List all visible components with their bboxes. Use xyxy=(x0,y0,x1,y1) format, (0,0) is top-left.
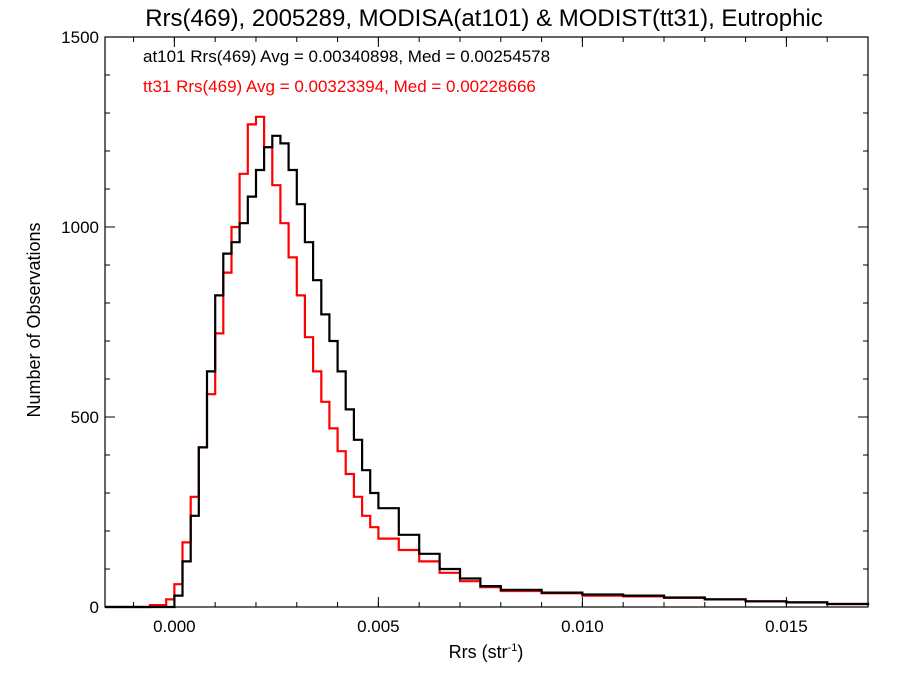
y-axis-label: Number of Observations xyxy=(24,222,44,417)
x-tick-label: 0.010 xyxy=(561,617,604,636)
y-tick-label: 0 xyxy=(90,598,99,617)
x-tick-label: 0.015 xyxy=(765,617,808,636)
y-tick-label: 500 xyxy=(71,408,99,427)
x-axis-label-close: ) xyxy=(517,642,523,662)
legend-at101: at101 Rrs(469) Avg = 0.00340898, Med = 0… xyxy=(143,47,550,66)
chart-title: Rrs(469), 2005289, MODISA(at101) & MODIS… xyxy=(145,5,823,32)
x-axis-label: Rrs (str-1) xyxy=(449,642,524,662)
y-tick-label: 1000 xyxy=(61,218,99,237)
series-layer xyxy=(105,115,870,609)
x-tick-label: 0.000 xyxy=(153,617,196,636)
legend-tt31: tt31 Rrs(469) Avg = 0.00323394, Med = 0.… xyxy=(143,77,536,96)
ticks-layer: 0.000 0.005 0.010 0.015 0 500 1000 1500 xyxy=(61,28,869,636)
x-axis-label-main: Rrs (str xyxy=(449,642,508,662)
x-tick-label: 0.005 xyxy=(357,617,400,636)
series-line-at101 xyxy=(105,134,870,609)
series-line-tt31 xyxy=(105,115,870,609)
y-tick-label: 1500 xyxy=(61,28,99,47)
plot-frame xyxy=(104,36,869,608)
x-axis-label-sup: -1 xyxy=(508,642,518,654)
